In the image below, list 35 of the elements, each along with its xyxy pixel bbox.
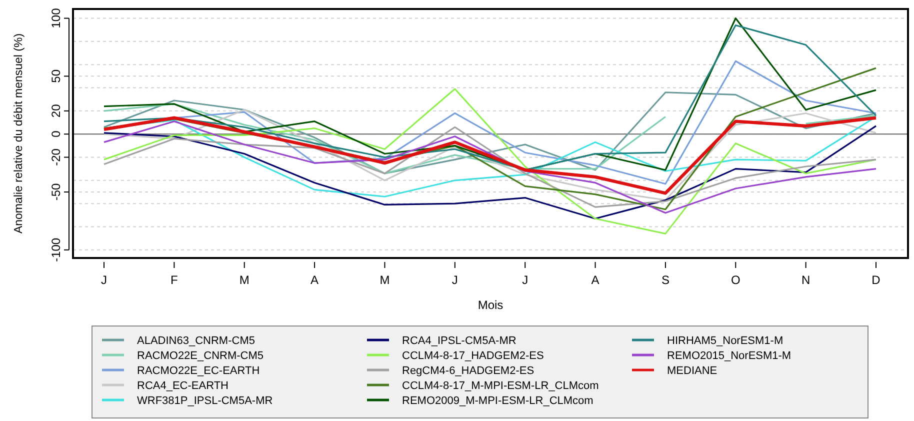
x-tick-label: A (310, 273, 319, 287)
legend-label: HIRHAM5_NorESM1-M (667, 335, 784, 347)
y-tick-label: -100 (49, 238, 63, 262)
legend-label: MEDIANE (667, 365, 718, 377)
legend-label: CCLM4-8-17_M-MPI-ESM-LR_CLMcom (402, 380, 599, 392)
legend-label: CCLM4-8-17_HADGEM2-ES (402, 350, 544, 362)
x-tick-label: N (801, 273, 810, 287)
legend-label: REMO2015_NorESM1-M (667, 350, 792, 362)
legend-label: RACMO22E_EC-EARTH (137, 365, 260, 377)
x-tick-label: S (661, 273, 670, 287)
y-tick-label: 0 (49, 130, 63, 138)
x-tick-label: D (872, 273, 881, 287)
line-series (103, 88, 877, 234)
legend-label: REMO2009_M-MPI-ESM-LR_CLMcom (402, 395, 594, 407)
y-tick-label: 100 (49, 8, 63, 28)
legend-label: ALADIN63_CNRM-CM5 (137, 335, 255, 347)
x-tick-label: A (591, 273, 600, 287)
x-tick-label: J (452, 273, 458, 287)
x-tick-label: J (522, 273, 528, 287)
x-axis-title: Mois (478, 298, 504, 312)
legend-label: RCA4_EC-EARTH (137, 380, 229, 392)
x-tick-label: J (101, 273, 107, 287)
legend-label: RACMO22E_CNRM-CM5 (137, 350, 264, 362)
y-tick-label: -20 (49, 148, 63, 166)
y-tick-label: 20 (49, 104, 63, 118)
x-tick-label: M (380, 273, 390, 287)
x-tick-label: F (170, 273, 178, 287)
legend-label: WRF381P_IPSL-CM5A-MR (137, 395, 273, 407)
legend-label: RegCM4-6_HADGEM2-ES (402, 365, 534, 377)
y-tick-label: -50 (49, 182, 63, 201)
y-axis-title: Anomalie relative du débit mensuel (%) (13, 33, 25, 234)
x-tick-label: M (239, 273, 250, 287)
legend-label: RCA4_IPSL-CM5A-MR (402, 335, 516, 347)
x-tick-label: O (730, 273, 740, 287)
y-tick-label: 50 (49, 69, 63, 83)
